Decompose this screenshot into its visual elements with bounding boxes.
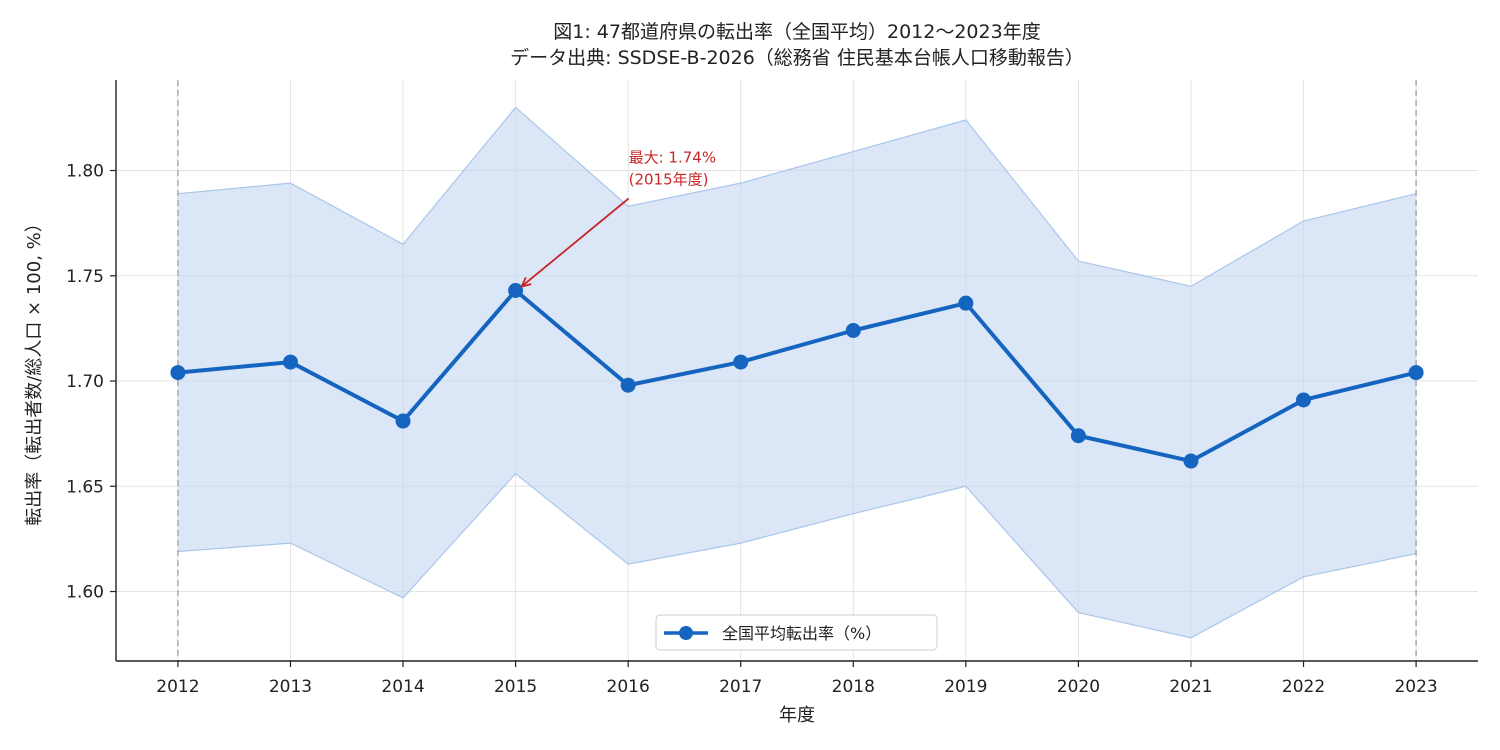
x-tick-label: 2019 [944,677,987,697]
x-tick-label: 2020 [1057,677,1100,697]
annotation-arrowhead [519,277,532,288]
annotation-label-line1: 最大: 1.74% [629,149,716,167]
band-upper-edge [177,106,1417,287]
data-point [1296,392,1312,408]
band-lower-edge [177,472,1417,639]
y-tick-label: 1.60 [66,583,104,603]
axes [115,80,1478,662]
data-point [620,377,636,393]
legend: 全国平均転出率（%） [655,614,938,651]
range-band [177,106,1417,639]
x-tick-label: 2012 [156,677,199,697]
x-tick-label: 2018 [832,677,875,697]
x-tick-label: 2023 [1394,677,1437,697]
y-ticks: 1.60 1.65 1.70 1.75 1.80 [66,162,116,603]
x-tick-label: 2015 [494,677,537,697]
y-tick-label: 1.65 [66,477,104,497]
x-ticks: 2012 2013 2014 2015 2016 2017 2018 2019 2020 2021… [156,661,1438,697]
y-tick-label: 1.70 [66,372,104,392]
x-tick-label: 2014 [381,677,424,697]
x-tick-label: 2016 [607,677,650,697]
legend-box [655,614,938,651]
x-tick-label: 2021 [1169,677,1212,697]
data-point [395,413,411,429]
data-point [733,354,749,370]
annotation-label-line2: (2015年度) [629,171,709,189]
x-tick-label: 2022 [1282,677,1325,697]
annotation-arrow [521,197,630,288]
x-tick-label: 2013 [269,677,312,697]
series-group [170,283,1424,469]
band-fill [177,107,1417,638]
data-point [1070,428,1086,444]
data-point [958,295,974,311]
y-tick-label: 1.75 [66,267,104,287]
legend-marker-swatch [679,626,693,640]
data-point [508,283,524,299]
chart-title-line1: 図1: 47都道府県の転出率（全国平均）2012〜2023年度 [553,21,1040,43]
chart-title-line2: データ出典: SSDSE-B-2026（総務省 住民基本台帳人口移動報告） [510,47,1084,69]
data-point [282,354,298,370]
y-axis-label: 転出率（転出者数/総人口 × 100, %） [24,214,45,526]
legend-label: 全国平均転出率（%） [722,624,881,643]
series-line [177,288,1417,464]
x-axis-label: 年度 [779,705,815,726]
x-tick-label: 2017 [719,677,762,697]
max-annotation: 最大: 1.74% (2015年度) [519,149,716,288]
data-point [1183,453,1199,469]
y-tick-label: 1.80 [66,162,104,182]
data-point [170,365,186,381]
data-point [1408,365,1424,381]
data-point [845,323,861,339]
